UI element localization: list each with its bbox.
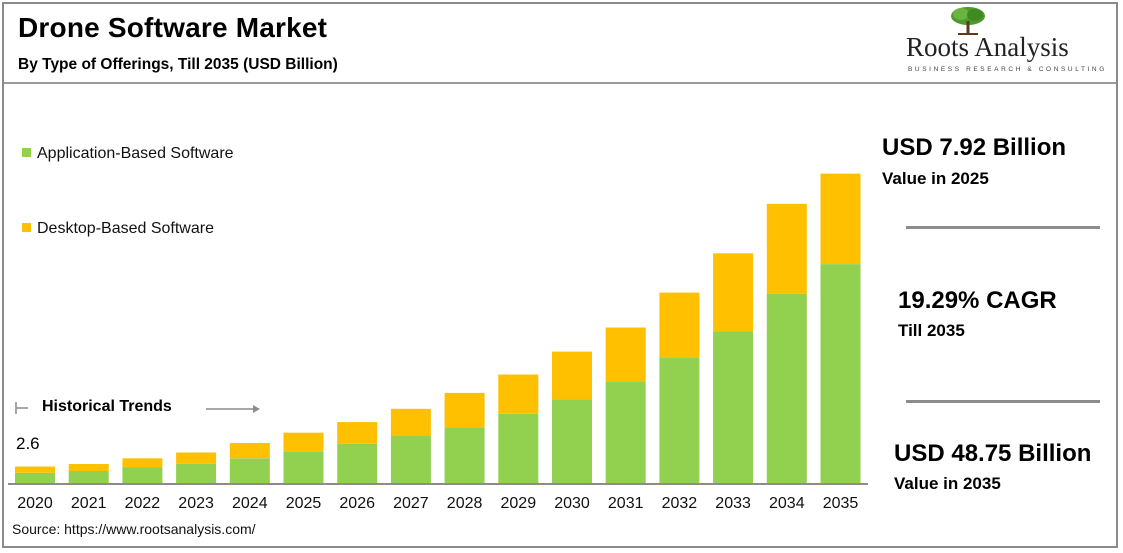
bar-application-2027 (390, 436, 431, 483)
stat-divider-2 (906, 400, 1100, 403)
stat-cagr-label: Till 2035 (898, 321, 965, 340)
header-divider (4, 82, 1116, 84)
x-tick-label: 2033 (715, 495, 751, 512)
bar-application-2031 (605, 381, 646, 483)
bar-desktop-2028 (444, 392, 485, 428)
x-tick-label: 2026 (339, 495, 375, 512)
stat-cagr: 19.29% CAGR (898, 287, 1057, 314)
bar-application-2032 (659, 357, 700, 483)
legend-item-application: Application-Based Software (22, 145, 234, 163)
bar-application-2024 (229, 458, 270, 483)
bar-desktop-2032 (659, 292, 700, 358)
bar-application-2020 (15, 472, 55, 483)
x-tick-label: 2029 (501, 495, 537, 512)
x-tick-label: 2021 (71, 495, 107, 512)
start-value-label: 2.6 (16, 434, 40, 453)
bar-desktop-2033 (713, 253, 754, 332)
x-tick-label: 2028 (447, 495, 483, 512)
x-tick-label: 2031 (608, 495, 644, 512)
x-tick-label: 2035 (823, 495, 859, 512)
bar-application-2023 (176, 464, 217, 483)
bar-desktop-2034 (766, 203, 807, 294)
x-tick-label: 2025 (286, 495, 322, 512)
x-tick-label: 2030 (554, 495, 590, 512)
chart-title: Drone Software Market (18, 12, 328, 43)
bar-desktop-2030 (552, 351, 592, 400)
stat-value-2025: USD 7.92 Billion (882, 134, 1067, 161)
x-tick-label: 2034 (769, 495, 805, 512)
bar-desktop-2023 (176, 452, 217, 464)
x-tick-label: 2023 (178, 495, 214, 512)
bar-desktop-2029 (498, 374, 539, 414)
bar-application-2030 (552, 399, 592, 483)
x-tick-label: 2027 (393, 495, 429, 512)
legend-label-application: Application-Based Software (37, 145, 234, 162)
logo-name: Roots Analysis (906, 32, 1069, 62)
chart-subtitle: By Type of Offerings, Till 2035 (USD Bil… (18, 56, 338, 73)
bar-application-2028 (444, 427, 485, 483)
bar-desktop-2022 (122, 458, 163, 468)
stat-label-2035: Value in 2035 (894, 474, 1001, 493)
tree-icon (951, 7, 985, 35)
legend-swatch-desktop (22, 223, 31, 232)
bar-application-2026 (337, 443, 378, 483)
bar-application-2029 (498, 413, 539, 483)
stat-label-2025: Value in 2025 (882, 169, 989, 188)
historical-arrow-head (253, 405, 260, 413)
legend-swatch-application (22, 148, 31, 157)
legend-item-desktop: Desktop-Based Software (22, 220, 214, 238)
x-tick-label: 2022 (125, 495, 161, 512)
stat-value-2035: USD 48.75 Billion (894, 440, 1092, 467)
x-tick-label: 2032 (662, 495, 698, 512)
bar-application-2033 (713, 331, 754, 483)
x-tick-label: 2020 (17, 495, 53, 512)
legend-label-desktop: Desktop-Based Software (37, 220, 214, 237)
bar-desktop-2035 (820, 173, 861, 264)
bar-application-2034 (766, 293, 807, 483)
bar-desktop-2020 (15, 466, 55, 473)
bar-desktop-2027 (390, 408, 431, 437)
bar-desktop-2025 (283, 432, 324, 452)
bar-desktop-2024 (229, 443, 270, 459)
bar-desktop-2031 (605, 327, 646, 382)
bar-application-2022 (122, 467, 163, 483)
bar-application-2025 (283, 451, 324, 483)
x-tick-label: 2024 (232, 495, 268, 512)
company-logo: Roots Analysis BUSINESS RESEARCH & CONSU… (900, 6, 1110, 76)
stat-divider-1 (906, 226, 1100, 229)
logo-tagline: BUSINESS RESEARCH & CONSULTING (908, 66, 1107, 73)
header: Drone Software Market By Type of Offerin… (4, 4, 1116, 84)
bar-application-2021 (68, 470, 109, 483)
source-note: Source: https://www.rootsanalysis.com/ (12, 521, 256, 537)
historical-trends-label: Historical Trends (42, 398, 172, 415)
bar-application-2035 (820, 264, 861, 483)
bar-desktop-2026 (337, 422, 378, 444)
bar-desktop-2021 (68, 464, 109, 471)
